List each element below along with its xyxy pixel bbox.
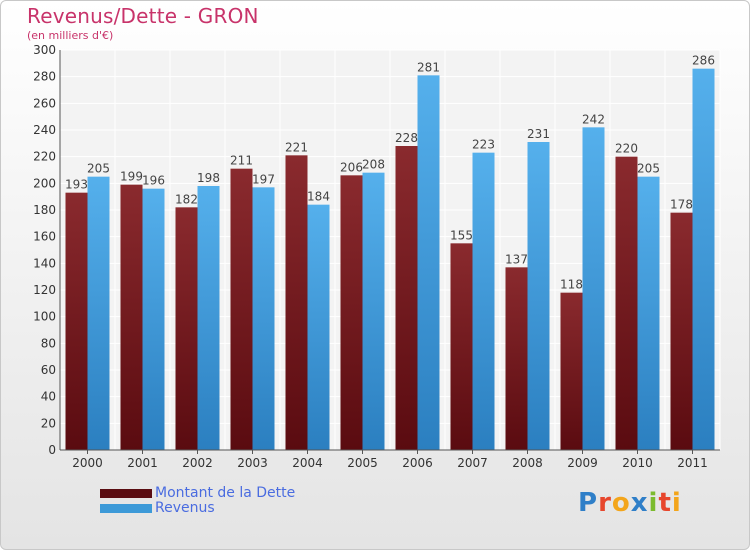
y-tick-label: 60 bbox=[41, 363, 56, 377]
y-tick-label: 40 bbox=[41, 390, 56, 404]
x-tick-label: 2005 bbox=[347, 456, 378, 470]
logo-letter: x bbox=[630, 488, 649, 518]
bar-revenue bbox=[692, 68, 715, 451]
legend-label-debt: Montant de la Dette bbox=[155, 485, 296, 501]
y-tick-label: 120 bbox=[33, 283, 56, 297]
bar-revenue bbox=[252, 187, 275, 451]
y-tick-label: 100 bbox=[33, 310, 56, 324]
bar-debt bbox=[120, 184, 143, 450]
data-label-debt: 137 bbox=[505, 252, 528, 266]
bar-debt bbox=[65, 192, 88, 450]
x-tick-label: 2006 bbox=[402, 456, 433, 470]
y-tick-label: 140 bbox=[33, 256, 56, 270]
data-label-revenue: 198 bbox=[197, 171, 220, 185]
y-tick-label: 260 bbox=[33, 96, 56, 110]
bar-revenue bbox=[362, 172, 385, 450]
data-label-revenue: 223 bbox=[472, 138, 495, 152]
bar-revenue bbox=[582, 127, 605, 450]
data-label-revenue: 205 bbox=[87, 162, 110, 176]
bar-debt bbox=[560, 292, 583, 450]
bar-debt bbox=[230, 168, 253, 450]
data-label-revenue: 205 bbox=[637, 162, 660, 176]
bar-debt bbox=[395, 146, 418, 450]
y-tick-label: 80 bbox=[41, 336, 56, 350]
data-label-revenue: 208 bbox=[362, 158, 385, 172]
data-label-debt: 155 bbox=[450, 228, 473, 242]
logo-letter: P bbox=[578, 488, 599, 518]
bar-debt bbox=[285, 155, 308, 451]
chart-subtitle: (en milliers d'€) bbox=[27, 29, 114, 42]
data-label-revenue: 197 bbox=[252, 172, 275, 186]
bar-debt bbox=[340, 175, 363, 451]
x-tick-label: 2004 bbox=[292, 456, 323, 470]
bar-revenue bbox=[472, 152, 495, 450]
bar-debt bbox=[670, 212, 693, 450]
data-label-revenue: 286 bbox=[692, 54, 715, 68]
y-tick-label: 200 bbox=[33, 176, 56, 190]
x-tick-label: 2003 bbox=[237, 456, 268, 470]
data-label-revenue: 242 bbox=[582, 112, 605, 126]
y-tick-label: 280 bbox=[33, 70, 56, 84]
bar-revenue bbox=[142, 188, 165, 450]
chart-title: Revenus/Dette - GRON bbox=[27, 4, 259, 28]
logo-letter: i bbox=[671, 488, 682, 518]
y-tick-label: 240 bbox=[33, 123, 56, 137]
legend-swatch-debt bbox=[100, 489, 152, 498]
data-label-debt: 193 bbox=[65, 178, 88, 192]
y-tick-label: 220 bbox=[33, 150, 56, 164]
axes: 0 20 40 60 80 100 120 140 160 180 200 220 240 260 280 3… bbox=[33, 43, 720, 470]
x-tick-label: 2002 bbox=[182, 456, 213, 470]
y-tick-label: 160 bbox=[33, 230, 56, 244]
x-tick-label: 2011 bbox=[677, 456, 708, 470]
bar-revenue bbox=[527, 142, 550, 450]
proxiti-logo: Proxiti bbox=[578, 488, 682, 518]
data-label-revenue: 196 bbox=[142, 174, 165, 188]
data-label-debt: 228 bbox=[395, 131, 418, 145]
bar-revenue bbox=[307, 204, 330, 450]
data-label-revenue: 231 bbox=[527, 127, 550, 141]
data-label-debt: 211 bbox=[230, 154, 253, 168]
data-label-debt: 199 bbox=[120, 170, 143, 184]
bar-revenue bbox=[197, 186, 220, 450]
bar-debt bbox=[615, 156, 638, 450]
logo-letter: o bbox=[611, 488, 631, 518]
data-label-revenue: 281 bbox=[417, 60, 440, 74]
data-label-debt: 182 bbox=[175, 192, 198, 206]
x-tick-label: 2008 bbox=[512, 456, 543, 470]
x-tick-label: 2007 bbox=[457, 456, 488, 470]
bar-debt bbox=[175, 207, 198, 450]
legend-label-revenue: Revenus bbox=[155, 500, 215, 516]
data-label-debt: 220 bbox=[615, 142, 638, 156]
x-tick-label: 2001 bbox=[127, 456, 158, 470]
data-label-debt: 221 bbox=[285, 140, 308, 154]
logo-letter: t bbox=[658, 488, 672, 518]
y-tick-label: 0 bbox=[48, 443, 56, 457]
x-tick-label: 2010 bbox=[622, 456, 653, 470]
bar-revenue bbox=[87, 176, 110, 450]
bar-debt bbox=[450, 243, 473, 450]
bar-revenue bbox=[637, 176, 660, 450]
legend-swatch-revenue bbox=[100, 504, 152, 513]
logo-letter: r bbox=[598, 488, 612, 518]
y-tick-label: 300 bbox=[33, 43, 56, 57]
x-tick-label: 2000 bbox=[72, 456, 103, 470]
bar-debt bbox=[505, 267, 528, 450]
data-label-debt: 118 bbox=[560, 278, 583, 292]
data-label-debt: 206 bbox=[340, 160, 363, 174]
bar-revenue bbox=[417, 75, 440, 450]
bars: 193 205 199 196 182 198 211 197 221 184 206 208 228 2… bbox=[65, 54, 715, 451]
data-label-debt: 178 bbox=[670, 198, 693, 212]
y-tick-label: 20 bbox=[41, 416, 56, 430]
data-label-revenue: 184 bbox=[307, 190, 330, 204]
logo-letter: i bbox=[648, 488, 659, 518]
y-tick-label: 180 bbox=[33, 203, 56, 217]
x-tick-label: 2009 bbox=[567, 456, 598, 470]
